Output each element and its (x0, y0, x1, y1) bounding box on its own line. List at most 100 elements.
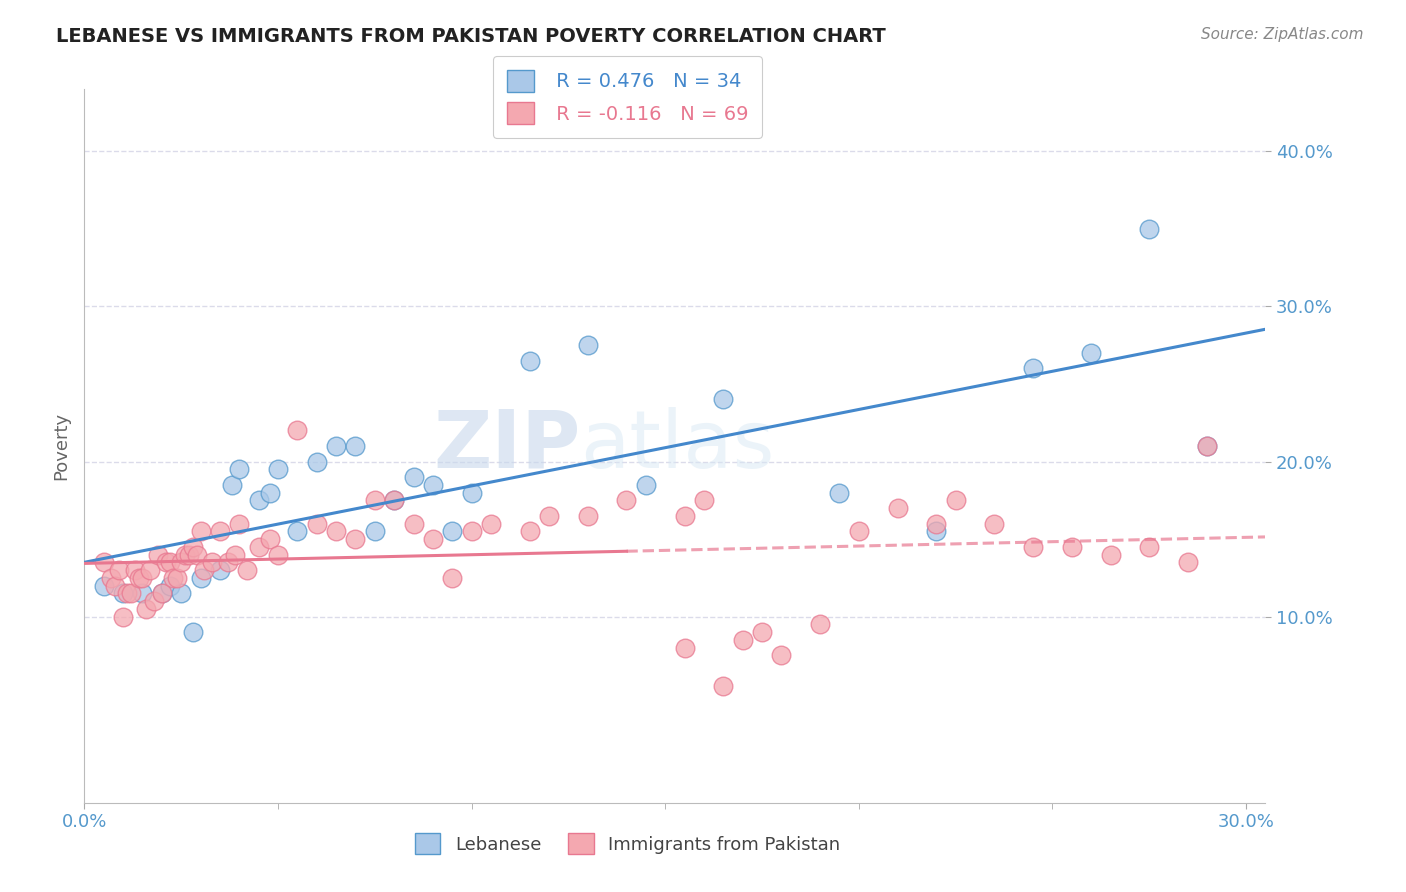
Point (208, 524, 231, 539)
Point (711, 680, 734, 694)
Point (208, 563, 231, 577)
Point (693, 493, 716, 508)
Point (479, 516, 502, 531)
Point (285, 424, 308, 438)
Point (519, 353, 541, 368)
Point (267, 462, 290, 476)
Point (247, 540, 270, 554)
Point (120, 586, 142, 600)
Point (174, 548, 197, 562)
Point (441, 571, 464, 585)
Point (1197, 439, 1219, 453)
Point (1177, 555, 1199, 569)
Point (1099, 548, 1122, 562)
Point (751, 625, 773, 640)
Point (634, 477, 657, 491)
Point (460, 485, 482, 500)
Point (143, 594, 166, 608)
Point (193, 563, 215, 577)
Point (162, 571, 184, 585)
Point (364, 493, 387, 508)
Text: LEBANESE VS IMMIGRANTS FROM PAKISTAN POVERTY CORRELATION CHART: LEBANESE VS IMMIGRANTS FROM PAKISTAN POV… (56, 27, 886, 45)
Point (166, 571, 188, 585)
Point (325, 439, 347, 453)
Point (460, 524, 482, 539)
Point (177, 548, 200, 562)
Point (131, 571, 153, 585)
Point (112, 609, 135, 624)
Point (576, 338, 599, 352)
Point (673, 508, 696, 523)
Point (128, 571, 150, 585)
Point (402, 516, 425, 531)
Point (186, 548, 208, 562)
Point (828, 485, 851, 500)
Point (170, 555, 193, 569)
Point (886, 501, 908, 516)
Point (616, 493, 638, 508)
Text: Source: ZipAtlas.com: Source: ZipAtlas.com (1201, 27, 1364, 42)
Point (441, 524, 464, 539)
Point (305, 516, 328, 531)
Point (259, 532, 281, 546)
Point (1137, 222, 1160, 236)
Point (519, 524, 541, 539)
Point (190, 571, 212, 585)
Point (402, 470, 425, 484)
Point (1022, 361, 1045, 376)
Point (711, 392, 734, 407)
Point (150, 586, 173, 600)
Point (983, 516, 1005, 531)
Point (305, 454, 328, 468)
Point (228, 462, 250, 476)
Point (131, 586, 153, 600)
Point (112, 586, 135, 600)
Point (150, 586, 173, 600)
Point (124, 563, 146, 577)
Point (155, 555, 177, 569)
Point (247, 493, 270, 508)
Point (364, 524, 387, 539)
Point (945, 493, 967, 508)
Point (201, 555, 224, 569)
Point (181, 540, 204, 554)
Point (1060, 540, 1083, 554)
Point (731, 632, 754, 647)
Point (673, 640, 696, 655)
Point (146, 548, 169, 562)
Point (139, 563, 162, 577)
Text: atlas: atlas (581, 407, 775, 485)
Point (181, 625, 204, 640)
Point (221, 477, 243, 491)
Point (115, 586, 138, 600)
Point (228, 516, 250, 531)
Point (267, 548, 290, 562)
Point (108, 563, 131, 577)
Text: ZIP: ZIP (433, 407, 581, 485)
Point (159, 555, 181, 569)
Point (135, 602, 157, 616)
Point (382, 493, 405, 508)
Point (576, 508, 599, 523)
Point (848, 524, 870, 539)
Point (93, 555, 115, 569)
Point (217, 555, 239, 569)
Point (100, 571, 122, 585)
Point (1197, 439, 1219, 453)
Point (422, 477, 444, 491)
Point (770, 648, 793, 663)
Point (344, 439, 367, 453)
Point (93, 579, 115, 593)
Point (925, 524, 948, 539)
Point (325, 524, 347, 539)
Point (259, 485, 281, 500)
Legend: Lebanese, Immigrants from Pakistan: Lebanese, Immigrants from Pakistan (405, 822, 851, 865)
Point (159, 579, 181, 593)
Point (344, 532, 367, 546)
Point (170, 586, 193, 600)
Y-axis label: Poverty: Poverty (52, 412, 70, 480)
Point (808, 617, 831, 632)
Point (1080, 346, 1102, 360)
Point (190, 524, 212, 539)
Point (382, 493, 405, 508)
